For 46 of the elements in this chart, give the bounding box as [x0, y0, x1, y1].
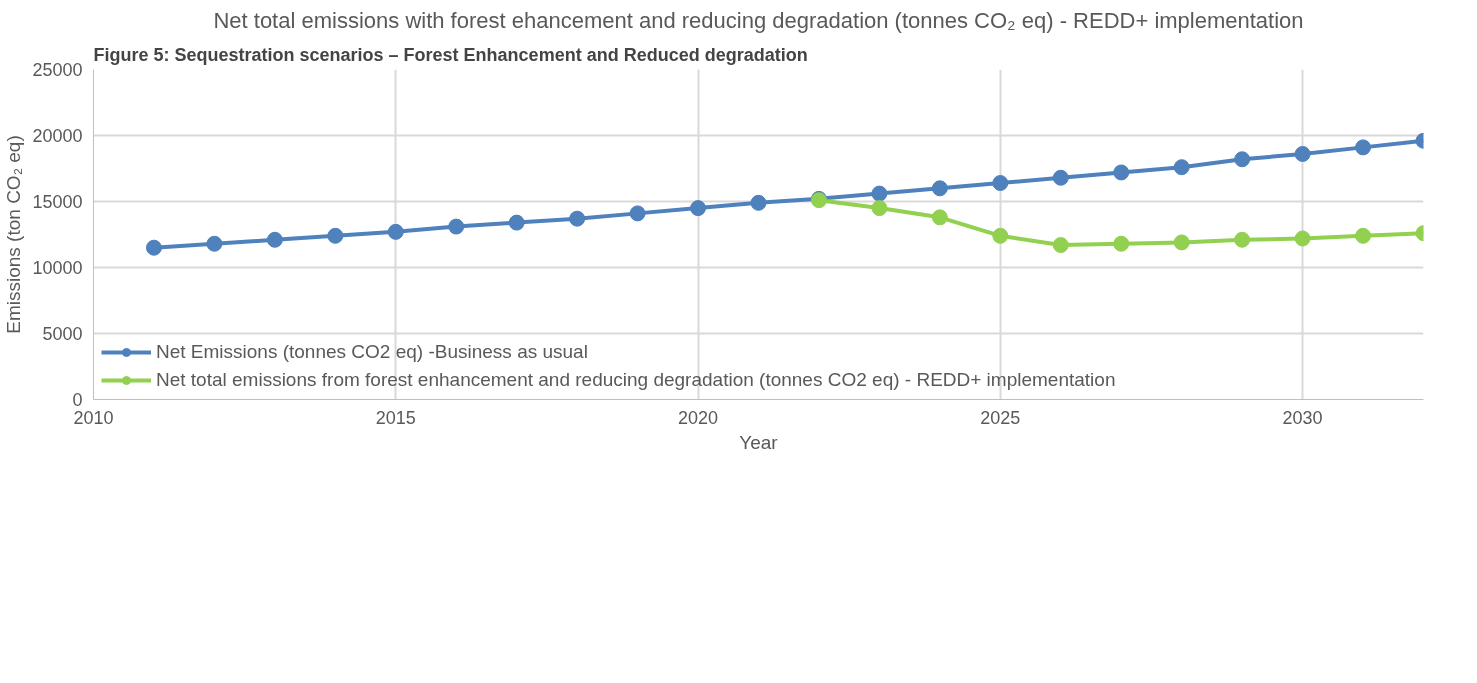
y-axis-title: Emissions (ton CO₂ eq) [3, 135, 25, 334]
y-tick-label: 25000 [32, 60, 83, 80]
x-tick-label: 2015 [375, 407, 416, 428]
point [569, 210, 586, 227]
point [931, 209, 948, 226]
point [1234, 231, 1251, 248]
point [1234, 151, 1251, 168]
y-tick-label: 15000 [32, 192, 83, 212]
point [327, 227, 344, 244]
chart-title: Net total emissions with forest ehancement and reducing degradation (tonnes CO₂ eq) - REDD+ implementation [213, 7, 1304, 33]
point [992, 175, 1009, 192]
point [1173, 159, 1190, 176]
x-axis-title: Year [739, 431, 779, 453]
point [1294, 230, 1311, 247]
point [1355, 139, 1372, 156]
point [206, 235, 223, 252]
x-tick-label: 2025 [980, 407, 1021, 428]
point [508, 214, 525, 231]
point [1052, 169, 1069, 186]
point [931, 180, 948, 197]
point [1355, 227, 1372, 244]
point [266, 231, 283, 248]
point [992, 227, 1009, 244]
y-tick-label: 5000 [42, 324, 83, 344]
point [1052, 237, 1069, 254]
point [690, 200, 707, 217]
point [750, 194, 767, 211]
x-tick-label: 2020 [678, 407, 719, 428]
point [145, 239, 162, 256]
x-tick-label: 2030 [1282, 407, 1323, 428]
y-tick-label: 0 [72, 390, 83, 410]
point [871, 200, 888, 217]
y-tick-label: 10000 [32, 258, 83, 278]
caption: Figure 5: Sequestration scenarios – Forest Enhancement and Reduced degradation [93, 44, 808, 65]
legend-label: Net Emissions (tonnes CO2 eq) -Business as usual [156, 341, 588, 363]
point [1113, 235, 1130, 252]
point [1173, 234, 1190, 251]
point [448, 218, 465, 235]
legend-label: Net total emissions from forest enhancement and reducing degradation (tonnes CO2 eq) - REDD+ implementation [156, 369, 1116, 391]
y-tick-label: 20000 [32, 126, 83, 146]
point [871, 185, 888, 202]
point [387, 223, 404, 240]
point [1113, 164, 1130, 181]
x-tick-label: 2010 [73, 407, 114, 428]
point [629, 205, 646, 222]
point [1294, 145, 1311, 162]
